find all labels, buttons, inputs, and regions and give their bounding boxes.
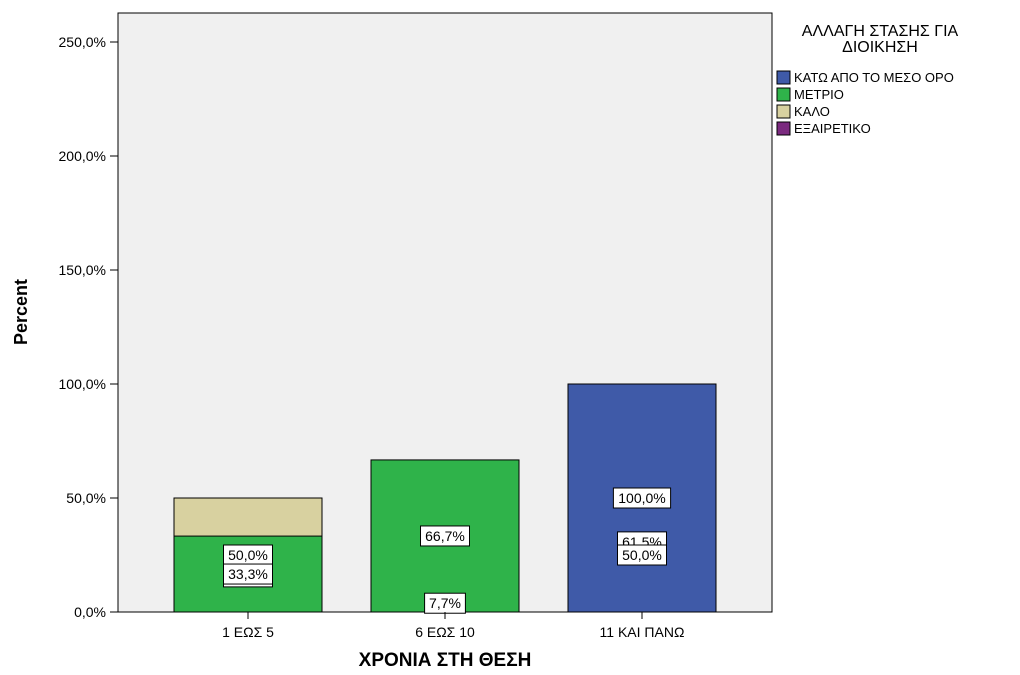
legend-entry-label: ΚΑΤΩ ΑΠΟ ΤΟ ΜΕΣΟ ΟΡΟ <box>794 70 954 85</box>
data-label: 66,7% <box>420 525 470 547</box>
data-label: 50,0% <box>223 544 273 566</box>
y-tick-label: 0,0% <box>74 604 106 620</box>
x-axis-title: ΧΡΟΝΙΑ ΣΤΗ ΘΕΣΗ <box>359 650 532 671</box>
data-label: 33,3% <box>223 563 273 585</box>
data-label-text: 7,7% <box>429 595 461 611</box>
data-label-text: 33,3% <box>228 566 268 582</box>
legend-entry-label: ΕΞΑΙΡΕΤΙΚΟ <box>794 121 871 136</box>
legend-title: ΔΙΟΙΚΗΣΗ <box>842 39 918 56</box>
data-label-text: 66,7% <box>425 528 465 544</box>
data-label-text: 100,0% <box>618 490 665 506</box>
legend-entry-label: ΜΕΤΡΙΟ <box>794 87 844 102</box>
y-tick-label: 150,0% <box>59 262 106 278</box>
y-tick-label: 100,0% <box>59 376 106 392</box>
y-tick-label: 50,0% <box>66 490 106 506</box>
legend-swatch <box>776 87 791 102</box>
x-tick-label: 1 ΕΩΣ 5 <box>222 624 274 640</box>
data-label-text: 50,0% <box>228 547 268 563</box>
x-tick-label: 11 ΚΑΙ ΠΑΝΩ <box>600 624 685 640</box>
y-tick-label: 250,0% <box>59 34 106 50</box>
legend-entry-label: ΚΑΛΟ <box>794 104 830 119</box>
data-label: 100,0% <box>612 487 672 509</box>
y-tick-label: 200,0% <box>59 148 106 164</box>
legend-swatch <box>776 121 791 136</box>
data-label: 50,0% <box>617 544 667 566</box>
x-tick-label: 6 ΕΩΣ 10 <box>415 624 475 640</box>
data-label: 7,7% <box>424 592 466 614</box>
legend-title: ΑΛΛΑΓΗ ΣΤΑΣΗΣ ΓΙΑ <box>802 23 959 40</box>
legend-swatch <box>776 70 791 85</box>
y-axis-title: Percent <box>11 279 31 345</box>
data-label-text: 50,0% <box>622 547 662 563</box>
legend-swatch <box>776 104 791 119</box>
